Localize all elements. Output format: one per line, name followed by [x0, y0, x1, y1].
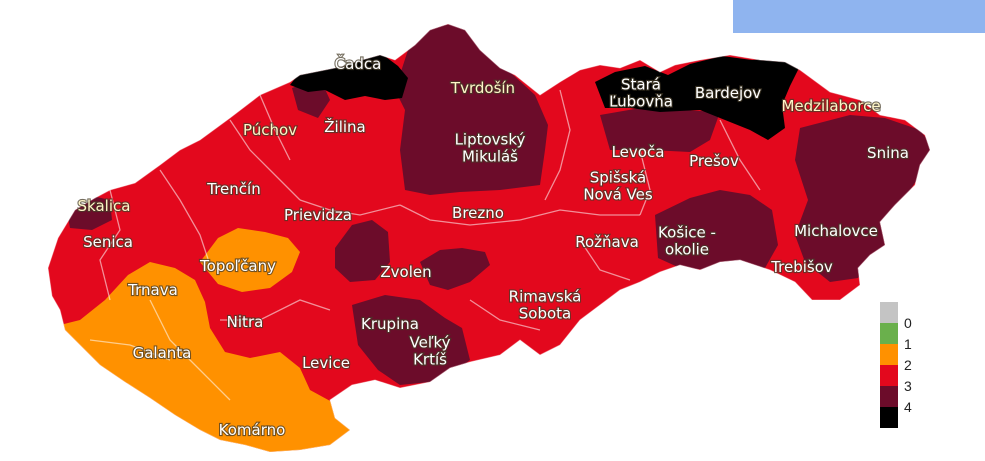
legend-label-4: 4: [904, 399, 912, 415]
district-label-trnava: Trnava: [127, 281, 178, 299]
legend-swatch-2: [880, 344, 898, 365]
district-label-stara-lubovna: Stará Ľubovňa: [609, 76, 673, 111]
district-region-krupina-krtis[interactable]: [352, 295, 470, 385]
district-region-kosice-okolie[interactable]: [655, 190, 778, 270]
district-label-galanta: Galanta: [133, 344, 192, 362]
legend-label-2: 2: [904, 357, 912, 373]
district-region-topolcany[interactable]: [200, 228, 300, 292]
district-label-zvolen: Zvolen: [380, 263, 431, 281]
district-label-topolcany: Topoľčany: [199, 257, 276, 275]
district-region-snina[interactable]: [795, 115, 935, 282]
district-label-spisska-nova-ves: Spišská Nová Ves: [583, 169, 653, 204]
legend-swatch-4: [880, 386, 898, 407]
district-region-banska-east[interactable]: [420, 248, 490, 290]
district-label-nitra: Nitra: [227, 313, 264, 331]
legend-label-1: 1: [904, 336, 912, 352]
district-label-puchov: Púchov: [243, 121, 297, 139]
legend-swatch-3: [880, 365, 898, 386]
legend-label-0: 0: [904, 315, 912, 331]
district-label-snina: Snina: [867, 144, 909, 162]
district-label-levice: Levice: [302, 354, 350, 372]
district-label-presov: Prešov: [689, 152, 739, 170]
district-label-michalovce: Michalovce: [794, 222, 878, 240]
district-label-liptovsky-mikulas: Liptovský Mikuláš: [455, 131, 526, 166]
district-borders: [89, 89, 761, 401]
legend-swatch-5: [880, 407, 898, 428]
district-label-levoca: Levoča: [612, 143, 665, 161]
district-label-prievidza: Prievidza: [284, 206, 352, 224]
district-label-rimavska-sobota: Rimavská Sobota: [509, 288, 582, 323]
district-label-komarno: Komárno: [219, 421, 286, 439]
legend-swatch-0: [880, 302, 898, 323]
district-label-roznava: Rožňava: [575, 233, 639, 251]
district-region-cadca[interactable]: [290, 52, 408, 100]
district-label-krupina: Krupina: [361, 315, 419, 333]
district-label-brezno: Brezno: [452, 204, 504, 222]
district-label-kosice-okolie: Košice -okolie: [658, 224, 716, 259]
district-label-skalica: Skalica: [78, 197, 131, 215]
district-label-medzilaborce: Medzilaborce: [781, 97, 880, 115]
legend: 0 1 2 3 4: [880, 302, 912, 428]
district-label-trencin: Trenčín: [206, 180, 260, 198]
district-label-velky-krtis: Veľký Krtíš: [410, 334, 451, 369]
district-label-senica: Senica: [83, 233, 133, 251]
district-region-levoca[interactable]: [600, 108, 720, 152]
district-labels: Čadca Tvrdošín Stará Ľubovňa Bardejov Medzila…: [76, 53, 910, 440]
legend-label-3: 3: [904, 378, 912, 394]
district-region-tvrdosin-liptov[interactable]: [395, 22, 548, 195]
top-bar: [733, 0, 985, 33]
district-region-stara-lubovna-bardejov[interactable]: [595, 56, 800, 140]
district-region-zvolen[interactable]: [335, 220, 390, 282]
district-label-trebisov: Trebišov: [770, 258, 833, 276]
district-label-zilina: Žilina: [324, 117, 365, 136]
legend-swatch-1: [880, 323, 898, 344]
district-label-tvrdosin: Tvrdošín: [450, 79, 515, 97]
district-label-bardejov: Bardejov: [695, 84, 761, 102]
district-label-cadca: Čadca: [335, 54, 382, 73]
